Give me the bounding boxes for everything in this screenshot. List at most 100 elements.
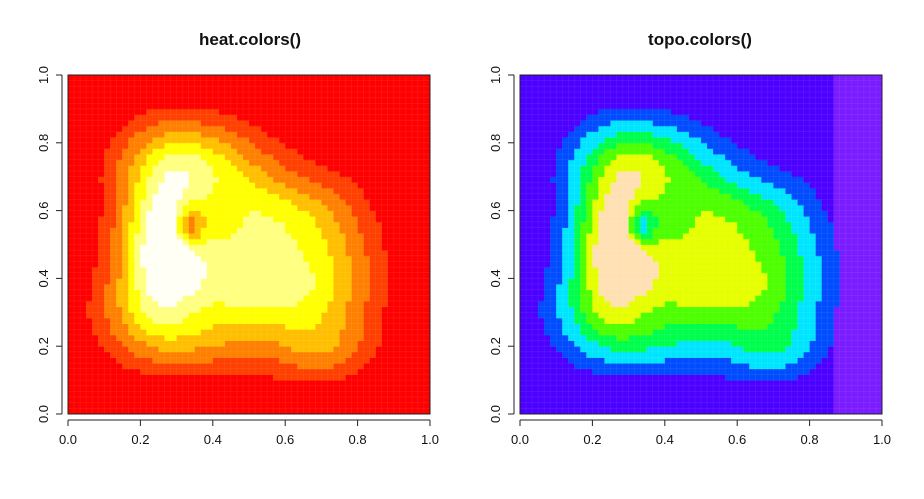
heatmap-cell <box>339 351 346 358</box>
heatmap-cell <box>170 80 177 87</box>
heatmap-cell <box>170 165 177 172</box>
heatmap-cell <box>309 402 316 409</box>
heatmap-cell <box>188 250 196 257</box>
heatmap-cell <box>297 368 304 375</box>
heatmap-cell <box>333 374 340 381</box>
heatmap-cell <box>315 244 322 251</box>
heatmap-cell <box>387 255 395 262</box>
heatmap-cell <box>538 380 545 387</box>
heatmap-cell <box>628 125 636 132</box>
heatmap-cell <box>526 154 533 161</box>
heatmap-cell <box>568 312 575 319</box>
heatmap-cell <box>369 165 377 172</box>
heatmap-cell <box>399 233 407 240</box>
heatmap-cell <box>345 120 352 127</box>
heatmap-cell <box>303 340 310 347</box>
heatmap-cell <box>574 216 581 223</box>
heatmap-cell <box>267 351 274 358</box>
heatmap-cell <box>134 142 141 149</box>
heatmap-cell <box>285 103 292 110</box>
heatmap-cell <box>249 159 256 166</box>
heatmap-cell <box>128 334 135 341</box>
heatmap-cell <box>405 278 413 285</box>
heatmap-cell <box>634 295 642 302</box>
heatmap-cell <box>592 137 599 144</box>
heatmap-cell <box>188 385 196 392</box>
heatmap-cell <box>363 227 371 234</box>
heatmap-cell <box>140 171 147 178</box>
heatmap-cell <box>520 108 527 115</box>
heatmap-cell <box>393 385 401 392</box>
heatmap-cell <box>562 91 569 98</box>
heatmap-cell <box>369 312 377 319</box>
heatmap-cell <box>212 329 220 336</box>
heatmap-cell <box>279 199 286 206</box>
heatmap-cell <box>592 278 599 285</box>
heatmap-cell <box>242 137 250 144</box>
heatmap-cell <box>345 346 352 353</box>
heatmap-cell <box>333 340 340 347</box>
heatmap-cell <box>556 193 563 200</box>
heatmap-cell <box>321 301 328 308</box>
heatmap-cell <box>351 301 358 308</box>
heatmap-cell <box>92 244 99 251</box>
heatmap-cell <box>116 97 123 104</box>
heatmap-cell <box>520 103 527 110</box>
heatmap-cell <box>255 272 262 279</box>
heatmap-cell <box>152 193 159 200</box>
heatmap-cell <box>333 120 340 127</box>
heatmap-cell <box>369 357 377 364</box>
heatmap-cell <box>140 272 147 279</box>
heatmap-cell <box>544 368 551 375</box>
heatmap-cell <box>218 267 226 274</box>
heatmap-cell <box>592 267 599 274</box>
heatmap-cell <box>532 108 539 115</box>
heatmap-cell <box>303 278 310 285</box>
heatmap-cell <box>200 295 208 302</box>
heatmap-cell <box>249 346 256 353</box>
heatmap-cell <box>544 108 551 115</box>
heatmap-cell <box>176 340 184 347</box>
heatmap-cell <box>556 131 563 138</box>
heatmap-cell <box>74 334 81 341</box>
heatmap-cell <box>68 402 75 409</box>
heatmap-cell <box>640 408 648 415</box>
heatmap-cell <box>550 227 557 234</box>
heatmap-cell <box>351 75 358 82</box>
heatmap-cell <box>104 142 111 149</box>
heatmap-cell <box>562 221 569 228</box>
heatmap-cell <box>303 210 310 217</box>
heatmap-cell <box>550 188 557 195</box>
heatmap-cell <box>321 120 328 127</box>
heatmap-cell <box>327 204 334 211</box>
heatmap-cell <box>568 250 575 257</box>
heatmap-cell <box>417 171 425 178</box>
heatmap-cell <box>562 159 569 166</box>
y-tick-label: 0.0 <box>36 405 51 423</box>
heatmap-cell <box>212 397 220 404</box>
heatmap-cell <box>399 182 407 189</box>
heatmap-cell <box>562 408 569 415</box>
heatmap-cell <box>128 408 135 415</box>
heatmap-cell <box>622 357 629 364</box>
heatmap-cell <box>580 148 587 155</box>
heatmap-cell <box>104 210 111 217</box>
heatmap-cell <box>285 391 292 398</box>
heatmap-cell <box>74 97 81 104</box>
heatmap-cell <box>417 306 425 313</box>
heatmap-cell <box>399 317 407 324</box>
heatmap-cell <box>417 97 425 104</box>
heatmap-cell <box>158 227 165 234</box>
heatmap-cell <box>273 408 280 415</box>
heatmap-cell <box>255 103 262 110</box>
heatmap-cell <box>369 154 377 161</box>
heatmap-cell <box>273 391 280 398</box>
heatmap-cell <box>544 75 551 82</box>
heatmap-cell <box>255 278 262 285</box>
heatmap-cell <box>200 131 208 138</box>
heatmap-cell <box>592 238 599 245</box>
heatmap-cell <box>236 312 244 319</box>
heatmap-cell <box>580 182 587 189</box>
heatmap-cell <box>520 351 527 358</box>
heatmap-cell <box>381 295 389 302</box>
